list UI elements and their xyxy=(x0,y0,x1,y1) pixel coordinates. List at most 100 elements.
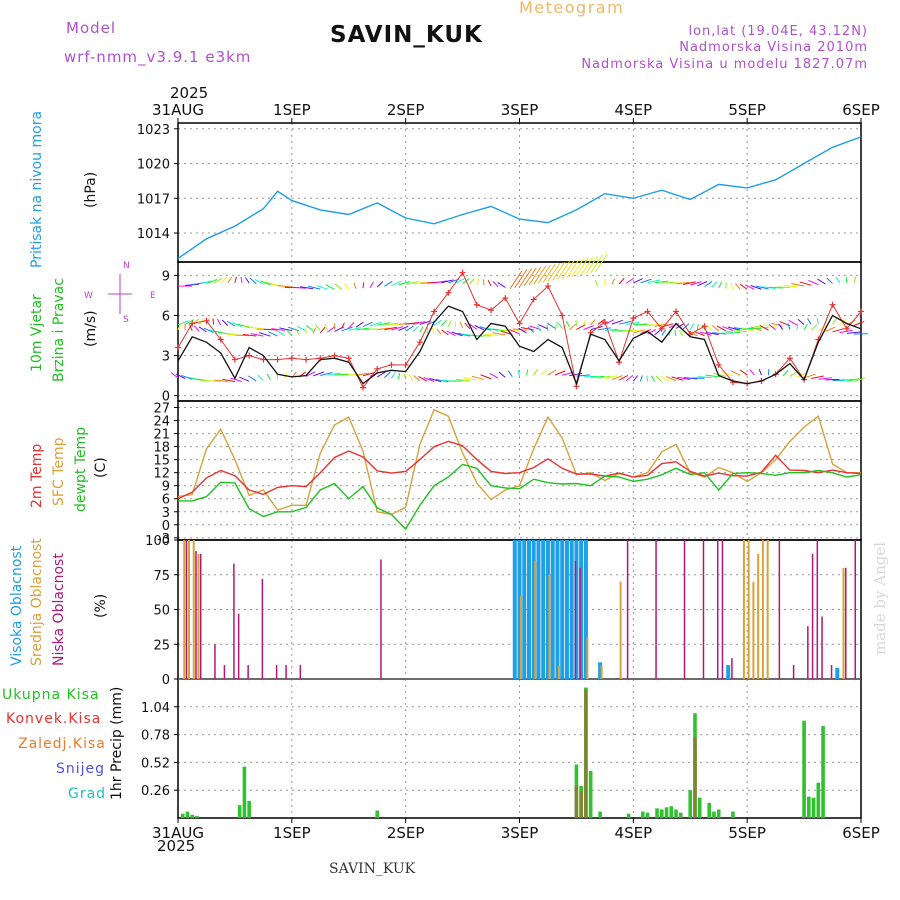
wind-barb xyxy=(759,325,769,331)
wind-barb xyxy=(552,262,566,281)
wind-barb xyxy=(296,325,307,332)
wind-barb xyxy=(484,333,499,336)
rain-conv-bar xyxy=(579,791,583,818)
y-tick-label: 0 xyxy=(162,390,170,405)
wind-barb xyxy=(334,326,344,332)
wind-barb xyxy=(266,373,271,381)
wind-barb xyxy=(455,379,470,382)
cloud-low-bar xyxy=(816,540,819,679)
wind-barb xyxy=(492,332,506,336)
wind-barb xyxy=(699,331,712,336)
x-tick-label-bottom: 4SEP xyxy=(615,824,653,842)
wind-barb xyxy=(557,261,570,280)
cloud-mid-bar xyxy=(757,553,760,679)
wind-barb xyxy=(683,281,696,285)
wind-barb xyxy=(619,329,633,332)
wind-barb xyxy=(713,372,726,377)
wind-barb xyxy=(655,375,663,382)
wind-barb xyxy=(697,376,712,379)
wind-barb xyxy=(542,263,556,283)
wind-barb xyxy=(803,323,808,331)
cloud-high-bar xyxy=(579,540,584,679)
wind-barb xyxy=(697,281,708,287)
cloud-mid-bar xyxy=(742,540,745,679)
x-tick-label-bottom: 3SEP xyxy=(501,824,539,842)
cloud-high-bar xyxy=(517,540,522,679)
wind-barb xyxy=(618,374,629,381)
wind-barb xyxy=(451,331,463,337)
wind-barb xyxy=(762,324,776,328)
wind-barb xyxy=(199,280,212,285)
wind-barb xyxy=(705,331,719,336)
wind-barb xyxy=(377,327,391,331)
wind-barb xyxy=(665,376,677,382)
cloud-low-bar xyxy=(214,644,216,679)
wind-barb xyxy=(295,328,300,336)
cloud-high-bar xyxy=(726,665,731,679)
wind-barb xyxy=(749,368,755,376)
wind-barb xyxy=(469,323,478,330)
cloud-high-bar xyxy=(545,540,550,679)
model-label: Model xyxy=(66,19,117,37)
wind-barb xyxy=(257,374,264,381)
wind-barb xyxy=(678,330,684,337)
wind-barb xyxy=(705,374,719,378)
rain-total-bar xyxy=(190,814,195,818)
wind-barb xyxy=(696,324,699,331)
wind-barb xyxy=(810,324,818,331)
wind-barb xyxy=(278,285,292,288)
wind-barb xyxy=(797,318,805,326)
wind-barb xyxy=(313,371,324,377)
wind-barb xyxy=(315,324,321,331)
x-tick-label-bottom: 31AUG xyxy=(152,824,204,842)
wind-barb xyxy=(538,324,549,330)
wind-barb xyxy=(782,370,789,377)
wind-barb xyxy=(787,323,791,330)
wind-barb xyxy=(722,326,734,331)
wind-barb xyxy=(632,375,639,382)
wind-barb xyxy=(181,374,193,380)
wind-barb xyxy=(320,371,333,376)
cloud-low-bar xyxy=(199,553,202,679)
wind-barb xyxy=(554,324,558,331)
y-tick-label: 1020 xyxy=(137,158,170,173)
wind-barb xyxy=(198,326,207,333)
gust-marker xyxy=(175,344,181,351)
wind-barb xyxy=(436,328,442,335)
wind-barb xyxy=(633,323,648,326)
wind-barb xyxy=(590,375,605,378)
wind-barb xyxy=(677,376,691,381)
wind-rose-letter: N xyxy=(123,261,130,271)
wind-rose-letter: S xyxy=(123,315,129,325)
rain-total-bar xyxy=(659,809,664,818)
wind-barb xyxy=(770,322,783,327)
model-value: wrf-nmm_v3.9.1 e3km xyxy=(64,48,252,66)
wind-barb xyxy=(469,278,475,285)
wind-barb xyxy=(377,322,390,326)
wind-barb xyxy=(796,323,799,330)
rain-total-bar xyxy=(375,810,380,818)
rain-total-bar xyxy=(180,813,185,818)
t2m-line xyxy=(177,440,862,500)
wind-barb xyxy=(528,266,542,286)
wind-barb xyxy=(391,280,402,287)
wind-barb xyxy=(334,283,342,290)
wind-barb xyxy=(362,321,373,327)
wind-barb xyxy=(778,323,784,330)
y-tick-label: 27 xyxy=(153,402,170,417)
wind-barb xyxy=(391,326,404,331)
wind-barb xyxy=(412,281,427,285)
y-tick-label: 0.78 xyxy=(141,729,170,744)
pressure-line xyxy=(177,136,862,260)
wind-barb xyxy=(487,279,492,287)
wind-barb xyxy=(611,319,623,325)
y-tick-label: 6 xyxy=(162,309,170,324)
wind-barb xyxy=(791,283,805,287)
y-tick-label: 100 xyxy=(145,534,170,549)
wind-barb xyxy=(660,375,670,382)
cloud-high-bar xyxy=(835,667,840,679)
wind-barb xyxy=(768,286,783,289)
cloud-low-bar xyxy=(275,665,278,679)
wind-barb xyxy=(789,371,798,377)
cloud-high-bar xyxy=(550,540,555,679)
